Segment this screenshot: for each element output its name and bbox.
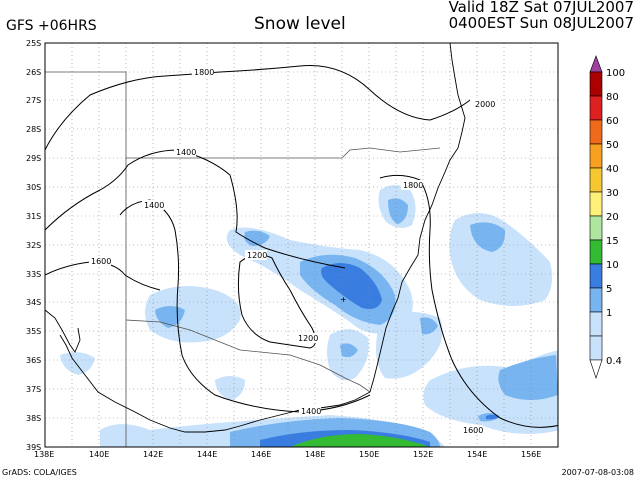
nsw-vic-border bbox=[125, 319, 371, 393]
lat-label: 37S bbox=[26, 385, 41, 394]
lat-label: 33S bbox=[26, 270, 41, 279]
lon-label: 146E bbox=[251, 450, 271, 459]
contour-label: 1600 bbox=[91, 257, 111, 266]
lat-label: 35S bbox=[26, 327, 41, 336]
colorbar-label: 100 bbox=[606, 68, 625, 79]
contour-label: 2000 bbox=[475, 100, 495, 109]
borders bbox=[45, 71, 441, 447]
lon-label: 148E bbox=[305, 450, 325, 459]
colorbar-label: 20 bbox=[606, 212, 619, 223]
contour-label: 1800 bbox=[194, 68, 214, 77]
contour-labels: 1800 1400 1400 1600 1200 1200 1400 1600 … bbox=[89, 67, 495, 435]
colorbar-cell bbox=[589, 71, 603, 97]
shade-mid bbox=[470, 222, 506, 252]
shade-light bbox=[60, 352, 95, 375]
contour-label: 1200 bbox=[298, 334, 318, 343]
shade-light bbox=[145, 286, 241, 343]
shade-green bbox=[290, 434, 430, 447]
contour-label: 1400 bbox=[301, 407, 321, 416]
colorbar-cell bbox=[589, 167, 603, 193]
contour-label: 1400 bbox=[144, 201, 164, 210]
colorbar-label: 50 bbox=[606, 140, 619, 151]
shade-light bbox=[215, 376, 245, 400]
colorbar-cell bbox=[589, 311, 603, 337]
colorbar-cell bbox=[589, 287, 603, 313]
colorbar-cell bbox=[589, 191, 603, 217]
contour-line bbox=[45, 65, 471, 151]
lat-label: 34S bbox=[26, 298, 41, 307]
contour-line bbox=[45, 149, 346, 269]
sa-border bbox=[45, 71, 127, 447]
lat-label: 36S bbox=[26, 356, 41, 365]
shade-mid bbox=[420, 317, 438, 335]
lon-label: 152E bbox=[413, 450, 433, 459]
lon-label: 138E bbox=[34, 450, 54, 459]
shade-dark bbox=[321, 263, 382, 309]
lon-label: 142E bbox=[143, 450, 163, 459]
shade-light bbox=[449, 212, 553, 306]
lat-label: 31S bbox=[26, 212, 41, 221]
lat-label: 38S bbox=[26, 414, 41, 423]
shade-mid bbox=[244, 230, 270, 246]
lat-label: 26S bbox=[26, 68, 41, 77]
colorbar-label: 60 bbox=[606, 116, 619, 127]
nsw-qld-border bbox=[126, 147, 441, 159]
lat-label: 28S bbox=[26, 125, 41, 134]
colorbar-cell bbox=[589, 263, 603, 289]
valid-time: Valid 18Z Sat 07JUL2007 bbox=[448, 0, 634, 16]
colorbar-cell bbox=[589, 239, 603, 265]
footer-timestamp: 2007-07-08-03:08 bbox=[561, 468, 634, 477]
colorbar-label: 1 bbox=[606, 308, 612, 319]
contour-label: 1200 bbox=[247, 251, 267, 260]
lat-label: 25S bbox=[26, 39, 41, 48]
colorbar-label: 5 bbox=[606, 284, 612, 295]
lat-labels: 25S 26S 27S 28S 29S 30S 31S 32S 33S 34S … bbox=[26, 39, 41, 452]
colorbar-label: 30 bbox=[606, 188, 619, 199]
colorbar-label: 10 bbox=[606, 260, 619, 271]
footer-credit: GrADS: COLA/IGES bbox=[2, 468, 77, 477]
lon-label: 156E bbox=[521, 450, 541, 459]
east-coast bbox=[369, 43, 466, 393]
lon-label: 154E bbox=[467, 450, 487, 459]
contour-label: 1800 bbox=[403, 181, 423, 190]
lat-label: 39S bbox=[26, 443, 41, 452]
shade-mid bbox=[340, 343, 358, 358]
colorbar-label: 0.4 bbox=[606, 356, 622, 367]
colorbar-label: 80 bbox=[606, 92, 619, 103]
init-time: 0400EST Sun 08JUL2007 bbox=[448, 14, 634, 32]
colorbar-cell bbox=[589, 335, 603, 361]
colorbar-label: 40 bbox=[606, 164, 619, 175]
colorbar-cell bbox=[589, 143, 603, 169]
colorbar-arrow-bottom bbox=[589, 359, 603, 379]
shade-mid bbox=[388, 198, 408, 224]
shade-mid bbox=[498, 355, 558, 400]
colorbar-arrow-top bbox=[589, 55, 603, 73]
lon-label: 150E bbox=[359, 450, 379, 459]
lat-label: 30S bbox=[26, 183, 41, 192]
colorbar-label: 15 bbox=[606, 236, 619, 247]
lon-label: 140E bbox=[89, 450, 109, 459]
colorbar-cell bbox=[589, 95, 603, 121]
contour-label: 1400 bbox=[176, 148, 196, 157]
lat-label: 32S bbox=[26, 241, 41, 250]
contour-label: 1600 bbox=[463, 426, 483, 435]
location-marker: + bbox=[340, 295, 347, 304]
shaded-field bbox=[60, 185, 558, 447]
lat-label: 29S bbox=[26, 154, 41, 163]
model-label: GFS +06HRS bbox=[6, 18, 97, 34]
lon-label: 144E bbox=[197, 450, 217, 459]
spencer-gulf bbox=[45, 309, 81, 353]
colorbar-cell bbox=[589, 215, 603, 241]
colorbar: 100 80 60 50 40 30 20 15 10 5 1 0.4 bbox=[589, 55, 625, 379]
lat-label: 27S bbox=[26, 96, 41, 105]
colorbar-cell bbox=[589, 119, 603, 145]
lon-labels: 138E 140E 142E 144E 146E 148E 150E 152E … bbox=[34, 450, 541, 459]
map-frame bbox=[44, 42, 559, 448]
contour-line bbox=[45, 261, 161, 291]
page-title: Snow level bbox=[254, 14, 346, 34]
